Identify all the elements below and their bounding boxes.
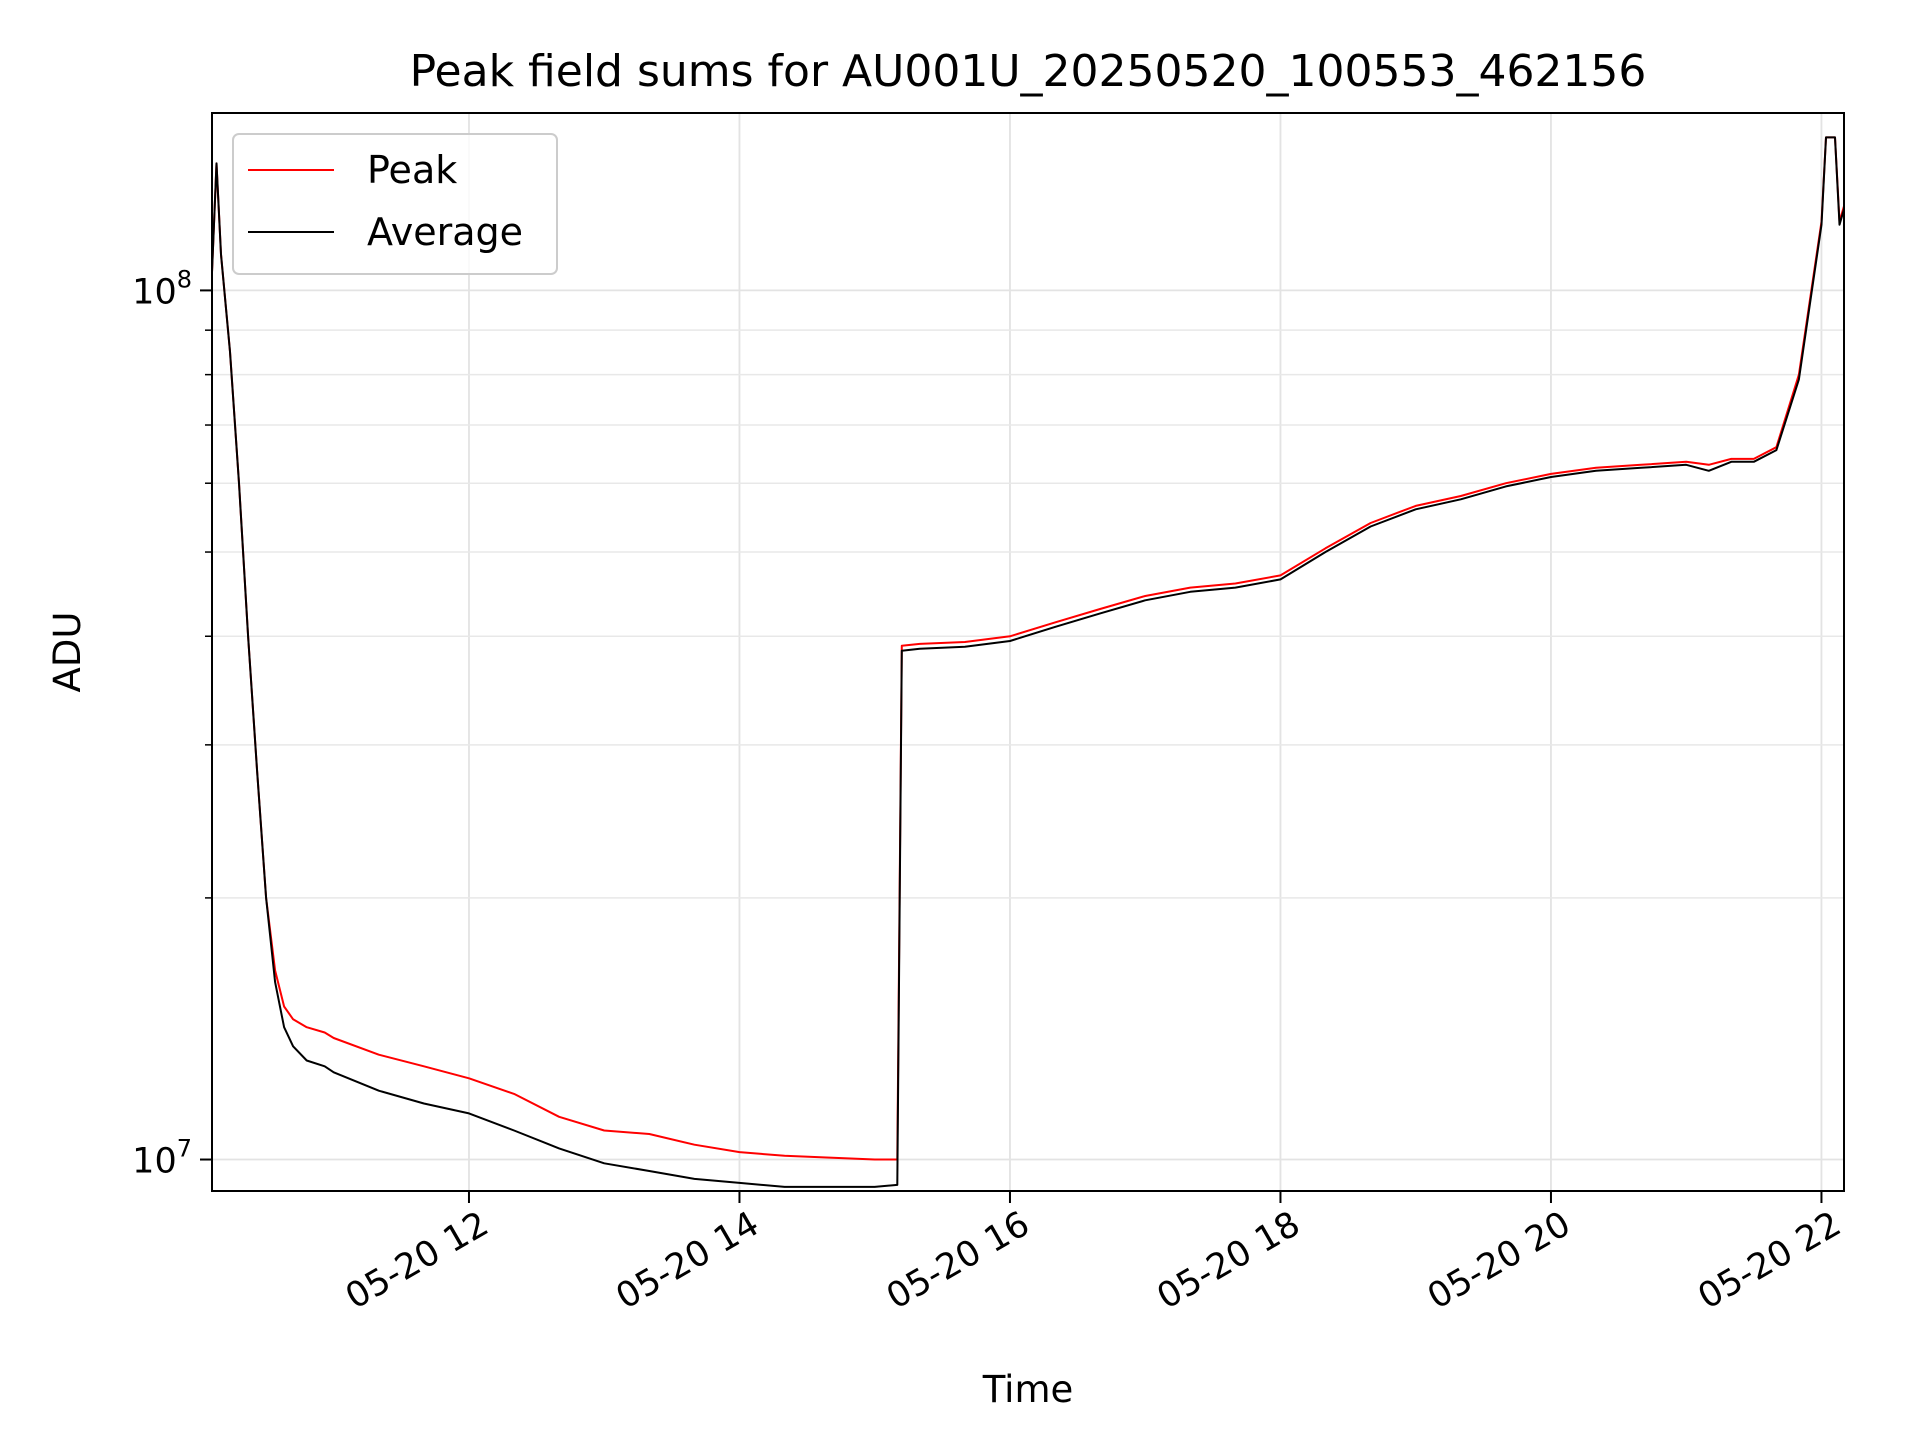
legend: Peak Average	[232, 133, 558, 275]
y-axis-label: ADU	[46, 612, 89, 693]
y-tick-label: 107	[132, 1135, 192, 1182]
plot-frame	[211, 112, 1845, 1192]
plot-area	[211, 112, 1845, 1192]
y-tick-label: 108	[132, 265, 192, 312]
series-line-peak	[211, 136, 1845, 1161]
y-tick-label-base: 10	[132, 272, 177, 312]
x-axis-label: Time	[982, 1368, 1074, 1411]
series-line-average	[211, 136, 1845, 1188]
y-tick-label-exponent: 7	[177, 1135, 192, 1163]
chart-title: Peak field sums for AU001U_20250520_1005…	[410, 46, 1647, 97]
series-layer	[211, 136, 1845, 1188]
y-tick-label-base: 10	[132, 1142, 177, 1182]
legend-label-peak: Peak	[367, 148, 457, 192]
y-tick-label-exponent: 8	[177, 265, 192, 293]
legend-label-average: Average	[367, 210, 523, 254]
